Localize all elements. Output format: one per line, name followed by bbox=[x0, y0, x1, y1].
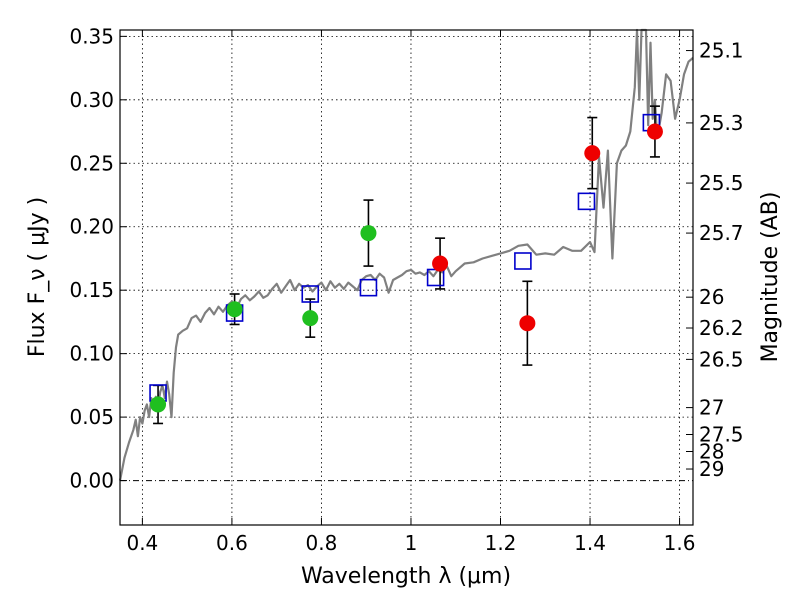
y-tick-label: 0.15 bbox=[69, 278, 114, 302]
y-tick-label: 0.25 bbox=[69, 151, 114, 175]
x-tick-label: 1.6 bbox=[664, 531, 696, 555]
x-tick-label: 0.8 bbox=[306, 531, 338, 555]
plot-frame bbox=[119, 29, 694, 526]
data-point bbox=[226, 301, 243, 318]
x-tick-label: 0.4 bbox=[126, 531, 158, 555]
model-photometry-square bbox=[359, 278, 378, 297]
data-point bbox=[646, 123, 663, 140]
y-tick-label: 0.30 bbox=[69, 88, 114, 112]
x-tick-label: 1.4 bbox=[574, 531, 606, 555]
x-ticks: 0.4 0.6 0.8 1 1.2 1.4 1.6 bbox=[126, 30, 695, 555]
right-tick-label: 27.5 bbox=[699, 423, 744, 447]
grid-lines bbox=[120, 30, 693, 525]
right-tick-label: 25.7 bbox=[699, 221, 744, 245]
y-tick-label: 0.35 bbox=[69, 24, 114, 48]
model-photometry-square bbox=[514, 252, 532, 270]
data-point bbox=[584, 145, 601, 162]
plot-area-background bbox=[120, 30, 693, 525]
markers-group bbox=[149, 113, 663, 413]
data-point bbox=[150, 396, 167, 413]
right-tick-label: 26.5 bbox=[699, 347, 744, 371]
y-tick-label: 0.20 bbox=[69, 215, 114, 239]
model-photometry-square bbox=[301, 285, 320, 303]
right-tick-label: 26 bbox=[699, 285, 724, 309]
y-ticks: 0.00 0.05 0.10 0.15 0.20 0.25 0.30 0.35 bbox=[69, 24, 127, 493]
data-point bbox=[302, 310, 319, 327]
data-point bbox=[519, 315, 536, 332]
y-tick-label: 0.00 bbox=[69, 469, 114, 493]
right-tick-label: 25.1 bbox=[699, 39, 744, 63]
model-photometry-square bbox=[577, 192, 596, 211]
x-tick-label: 1 bbox=[405, 531, 418, 555]
right-tick-label: 28 bbox=[699, 440, 724, 464]
data-point bbox=[360, 225, 377, 242]
y-axis-label: Flux F_ν ( μJy ) bbox=[25, 197, 50, 357]
right-tick-label: 25.5 bbox=[699, 171, 744, 195]
right-tick-label: 27 bbox=[699, 396, 724, 420]
x-tick-label: 0.6 bbox=[216, 531, 248, 555]
x-axis-label: Wavelength λ (μm) bbox=[301, 564, 511, 589]
right-tick-label: 25.3 bbox=[699, 111, 744, 135]
x-tick-label: 1.2 bbox=[485, 531, 517, 555]
right-tick-label: 29 bbox=[699, 457, 724, 481]
y-tick-label: 0.05 bbox=[69, 405, 114, 429]
right-axis-label: Magnitude (AB) bbox=[758, 192, 783, 363]
data-point bbox=[432, 255, 449, 272]
right-tick-label: 26.2 bbox=[699, 316, 744, 340]
y-tick-label: 0.10 bbox=[69, 342, 114, 366]
